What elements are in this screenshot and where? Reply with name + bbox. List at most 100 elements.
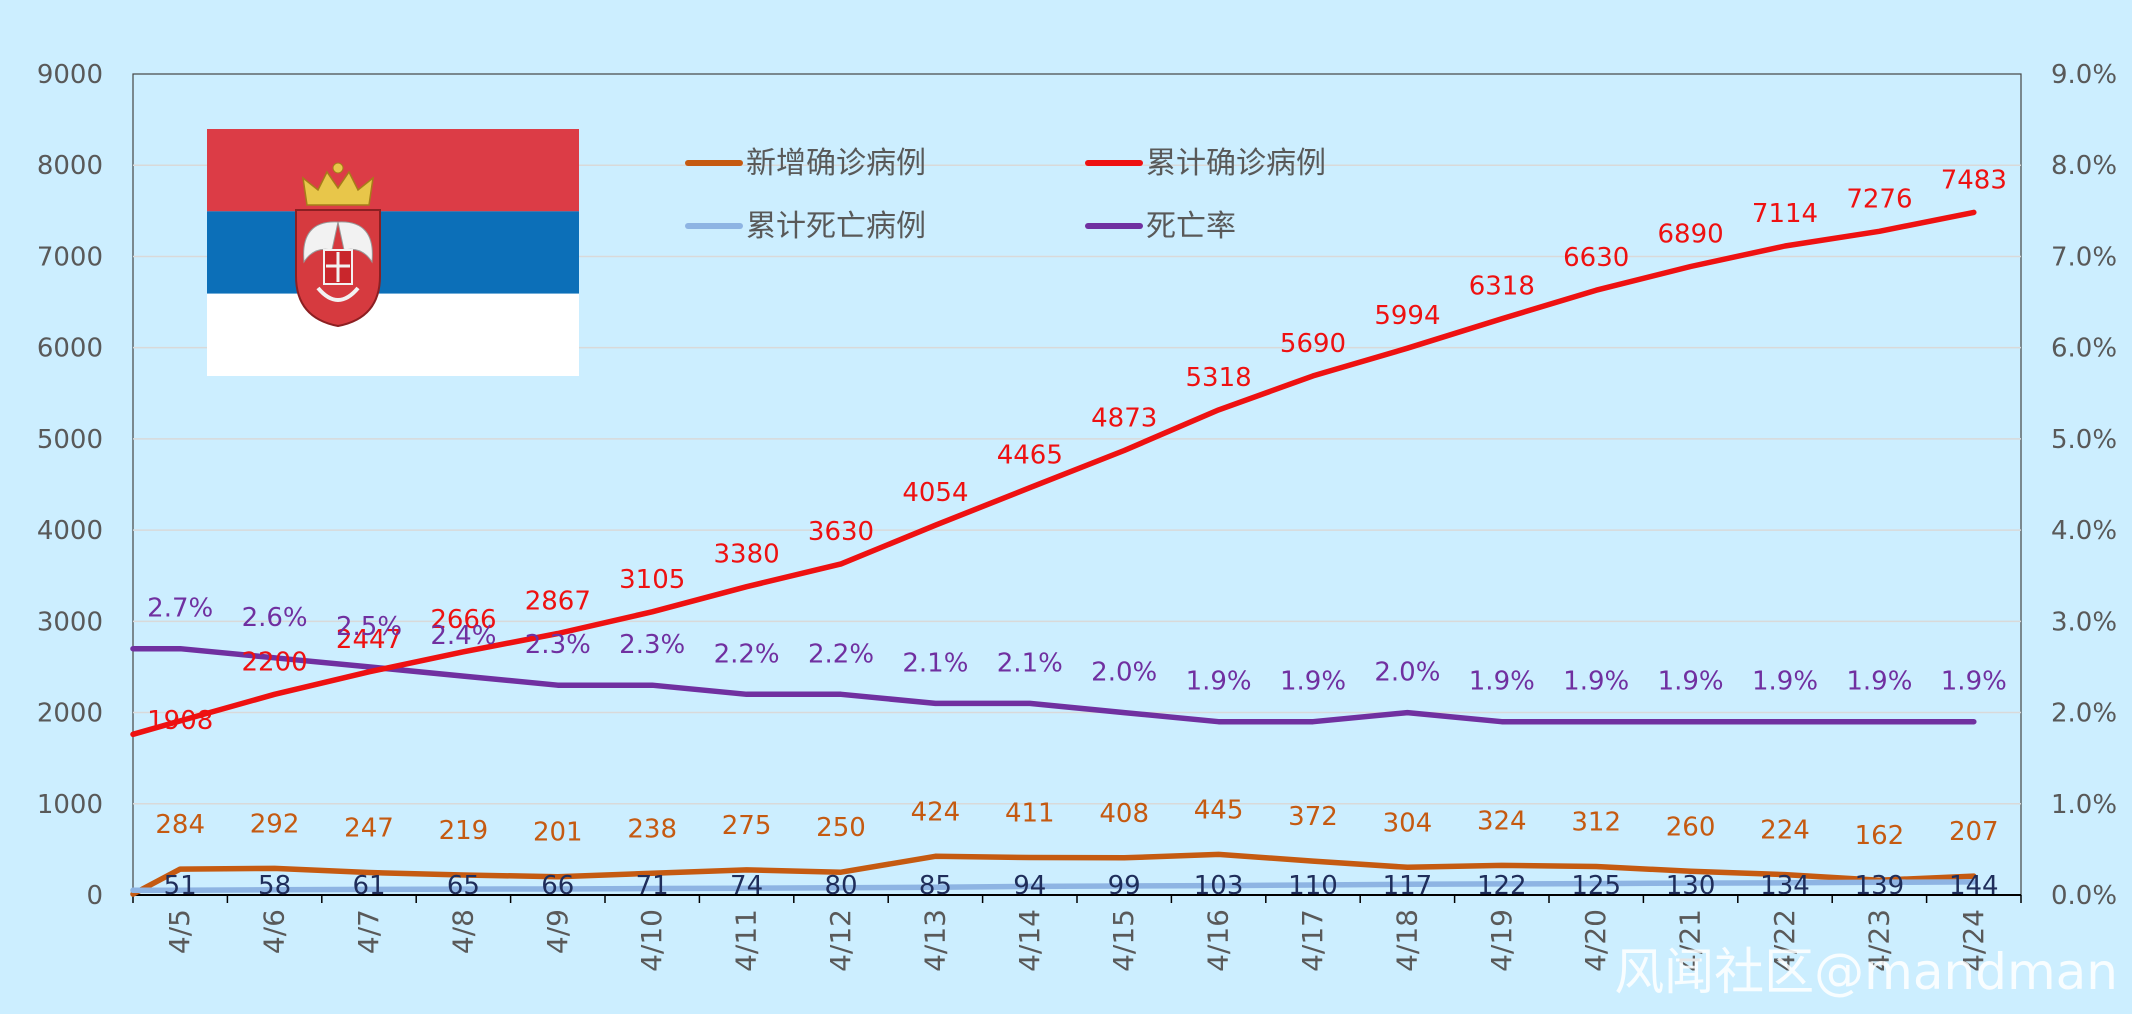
x-tick-label: 4/22 <box>1768 909 1801 972</box>
flag-blue-stripe <box>207 211 579 294</box>
data-label: 2.1% <box>902 648 968 678</box>
data-label: 5318 <box>1186 363 1252 393</box>
x-tick-label: 4/15 <box>1107 909 1140 972</box>
x-tick-label: 4/21 <box>1674 909 1707 972</box>
data-label: 250 <box>816 813 866 843</box>
legend-label: 新增确诊病例 <box>746 146 926 181</box>
x-tick-label: 4/18 <box>1390 909 1423 972</box>
x-tick-label: 4/17 <box>1296 909 1329 972</box>
data-label: 1.9% <box>1941 667 2007 697</box>
data-label: 61 <box>352 871 385 901</box>
series-line-1 <box>130 209 1977 738</box>
data-label: 312 <box>1571 808 1621 838</box>
data-label: 2447 <box>336 625 402 655</box>
y-right-tick-label: 6.0% <box>2051 334 2117 364</box>
data-label: 207 <box>1949 817 1999 847</box>
y-left-tick-label: 3000 <box>37 607 103 637</box>
data-label: 6318 <box>1469 272 1535 302</box>
data-label: 1.9% <box>1752 667 1818 697</box>
y-right-tick-label: 7.0% <box>2051 242 2117 272</box>
legend-label: 累计确诊病例 <box>1146 146 1326 181</box>
y-left-tick-label: 1000 <box>37 790 103 820</box>
data-label: 65 <box>447 871 480 901</box>
data-label: 2.5% <box>336 612 402 642</box>
data-label: 1.9% <box>1469 667 1535 697</box>
data-label: 51 <box>164 871 197 901</box>
legend-label: 累计死亡病例 <box>746 209 926 244</box>
data-label: 5690 <box>1280 329 1346 359</box>
data-label: 3380 <box>714 540 780 570</box>
data-label: 122 <box>1477 871 1527 901</box>
data-label: 238 <box>627 814 677 844</box>
crown-cross-icon <box>332 162 344 174</box>
x-tick-label: 4/5 <box>163 909 196 954</box>
data-label: 1.9% <box>1280 667 1346 697</box>
y-left-tick-label: 8000 <box>37 151 103 181</box>
data-label: 445 <box>1194 795 1244 825</box>
serbia-flag-icon <box>207 129 579 376</box>
y-right-tick-label: 3.0% <box>2051 607 2117 637</box>
data-label: 201 <box>533 818 583 848</box>
data-label: 117 <box>1383 871 1433 901</box>
data-label: 292 <box>250 809 300 839</box>
data-label: 408 <box>1099 799 1149 829</box>
data-label: 162 <box>1855 821 1905 851</box>
data-label: 275 <box>722 811 772 841</box>
data-label: 4054 <box>902 478 968 508</box>
x-tick-label: 4/11 <box>730 909 763 972</box>
y-right-tick-label: 1.0% <box>2051 790 2117 820</box>
y-left-tick-label: 5000 <box>37 425 103 455</box>
data-label: 80 <box>824 871 857 901</box>
data-label: 411 <box>1005 799 1055 829</box>
y-left-tick-label: 2000 <box>37 699 103 729</box>
data-label: 2867 <box>525 586 591 616</box>
series-line-0 <box>130 851 1977 897</box>
y-left-tick-label: 9000 <box>37 60 103 90</box>
y-left-tick-label: 4000 <box>37 516 103 546</box>
series-line-2 <box>130 879 1977 894</box>
data-label: 2.4% <box>430 621 496 651</box>
flag-red-stripe <box>207 129 579 212</box>
y-right-tick-label: 2.0% <box>2051 699 2117 729</box>
legend-label: 死亡率 <box>1146 209 1236 244</box>
data-label: 74 <box>730 871 763 901</box>
y-right-tick-label: 4.0% <box>2051 516 2117 546</box>
x-tick-label: 4/12 <box>824 909 857 972</box>
data-label: 247 <box>344 813 394 843</box>
data-label: 1.9% <box>1846 667 1912 697</box>
data-label: 2.0% <box>1091 658 1157 688</box>
data-label: 2.1% <box>997 648 1063 678</box>
data-label: 4873 <box>1091 403 1157 433</box>
x-tick-label: 4/7 <box>352 909 385 954</box>
x-tick-label: 4/6 <box>258 909 291 954</box>
x-tick-label: 4/10 <box>635 909 668 972</box>
data-label: 2666 <box>430 605 496 635</box>
data-label: 103 <box>1194 871 1244 901</box>
y-right-tick-label: 5.0% <box>2051 425 2117 455</box>
data-label: 2.0% <box>1374 658 1440 688</box>
data-label: 304 <box>1383 808 1433 838</box>
data-label: 2.2% <box>714 639 780 669</box>
x-tick-label: 4/13 <box>918 909 951 972</box>
crown-icon <box>301 170 375 206</box>
y-left-tick-label: 6000 <box>37 334 103 364</box>
x-tick-label: 4/9 <box>541 909 574 954</box>
x-tick-label: 4/8 <box>446 909 479 954</box>
data-label: 372 <box>1288 802 1338 832</box>
axes: 0 1000 2000 3000 4000 5000 6000 7000 8000 9000 0.0… <box>37 60 2117 972</box>
gridlines <box>133 164 2021 805</box>
x-tick-label: 4/16 <box>1202 909 1235 972</box>
flag-white-stripe <box>207 293 579 376</box>
data-label: 110 <box>1288 871 1338 901</box>
data-label: 219 <box>439 816 489 846</box>
x-tick-label: 4/20 <box>1579 909 1612 972</box>
data-label: 1.9% <box>1563 667 1629 697</box>
data-label: 2.6% <box>242 603 308 633</box>
data-label: 324 <box>1477 806 1527 836</box>
data-label: 2.3% <box>525 630 591 660</box>
data-label: 4465 <box>997 441 1063 471</box>
y-right-tick-label: 9.0% <box>2051 60 2117 90</box>
